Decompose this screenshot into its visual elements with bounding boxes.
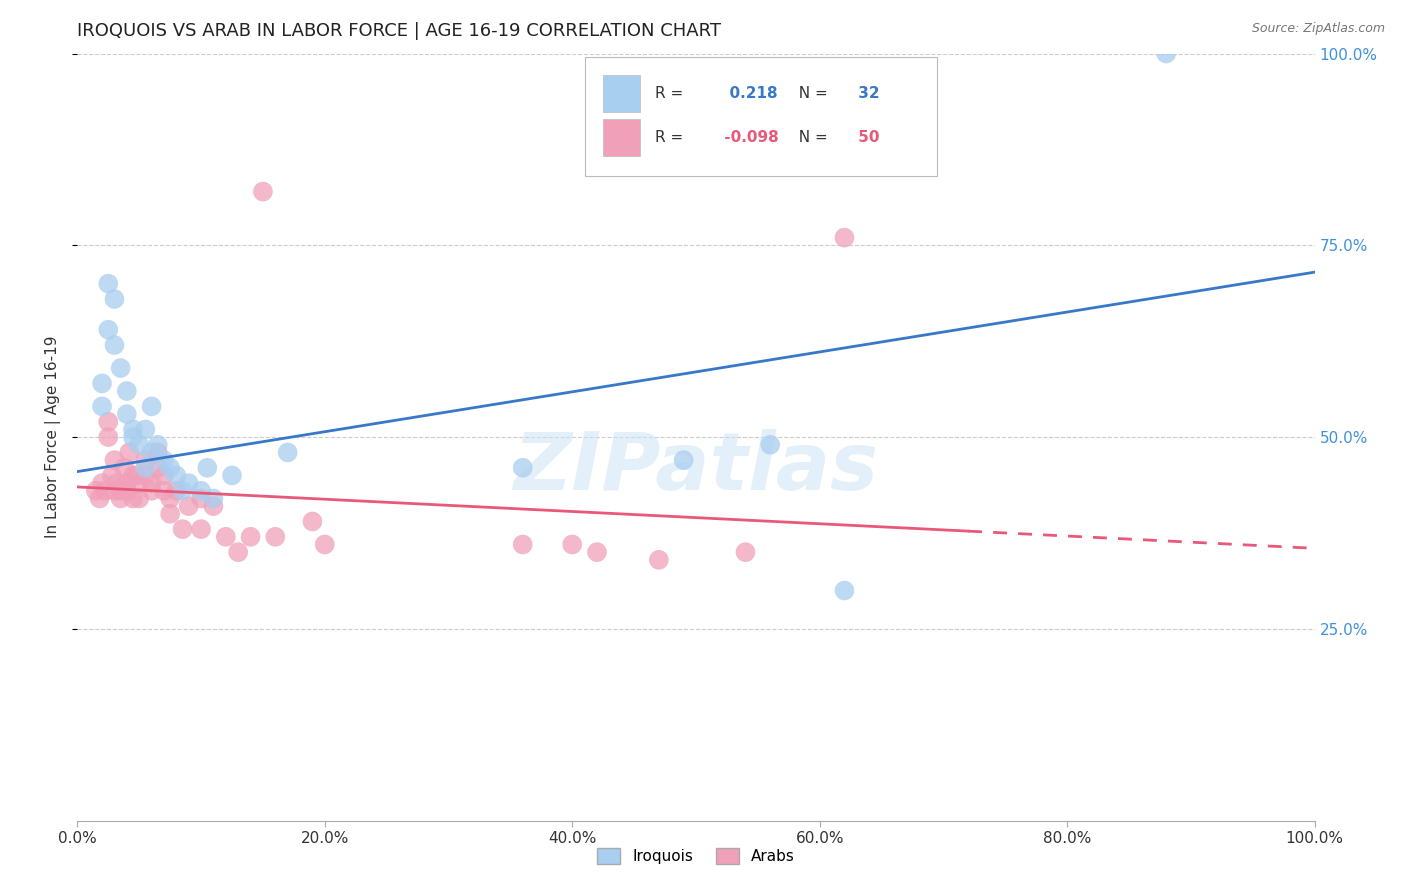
Point [301, 515, 323, 529]
FancyBboxPatch shape [603, 120, 640, 156]
Point [834, 583, 856, 598]
Point [84, 483, 107, 498]
Point [91, 400, 114, 414]
Point [97, 415, 120, 429]
Point [141, 483, 163, 498]
Point [134, 460, 156, 475]
Point [115, 384, 138, 398]
Point [146, 445, 169, 459]
Text: ZIPatlas: ZIPatlas [513, 429, 879, 507]
Point [110, 483, 132, 498]
Text: R =: R = [655, 86, 683, 101]
Point [153, 483, 176, 498]
Point [648, 553, 671, 567]
Point [122, 430, 145, 444]
Point [91, 476, 114, 491]
Point [1154, 46, 1177, 61]
Text: IROQUOIS VS ARAB IN LABOR FORCE | AGE 16-19 CORRELATION CHART: IROQUOIS VS ARAB IN LABOR FORCE | AGE 16… [77, 22, 721, 40]
Point [115, 476, 138, 491]
Point [221, 468, 243, 483]
Point [105, 476, 128, 491]
Point [264, 530, 287, 544]
Point [190, 483, 212, 498]
Text: 0.218: 0.218 [720, 86, 778, 101]
Point [512, 537, 534, 551]
Point [97, 323, 120, 337]
Point [103, 483, 125, 498]
Point [89, 491, 111, 506]
Point [177, 476, 200, 491]
Point [103, 338, 125, 352]
Point [239, 530, 262, 544]
Point [97, 430, 120, 444]
Point [277, 445, 299, 459]
Text: N =: N = [789, 130, 828, 145]
Point [195, 460, 218, 475]
Point [97, 277, 120, 291]
Point [190, 491, 212, 506]
Point [153, 468, 176, 483]
Point [103, 453, 125, 467]
Point [141, 400, 163, 414]
Point [159, 460, 181, 475]
Point [146, 438, 169, 452]
Text: 32: 32 [853, 86, 880, 101]
Point [252, 185, 274, 199]
Point [734, 545, 756, 559]
Point [115, 407, 138, 421]
Text: R =: R = [655, 130, 683, 145]
Legend: Iroquois, Arabs: Iroquois, Arabs [591, 842, 801, 871]
Point [512, 460, 534, 475]
Point [134, 468, 156, 483]
Point [561, 537, 583, 551]
Point [115, 483, 138, 498]
Y-axis label: In Labor Force | Age 16-19: In Labor Force | Age 16-19 [45, 335, 62, 539]
Point [128, 438, 150, 452]
Point [134, 453, 156, 467]
Point [122, 422, 145, 436]
Point [110, 491, 132, 506]
FancyBboxPatch shape [585, 57, 938, 177]
Point [834, 230, 856, 244]
Point [128, 476, 150, 491]
Point [172, 522, 194, 536]
Point [586, 545, 609, 559]
Point [202, 491, 225, 506]
Point [159, 491, 181, 506]
Point [103, 292, 125, 306]
Point [146, 460, 169, 475]
Point [141, 476, 163, 491]
Text: Source: ZipAtlas.com: Source: ZipAtlas.com [1251, 22, 1385, 36]
Point [177, 499, 200, 513]
Point [165, 483, 187, 498]
Point [128, 491, 150, 506]
Point [122, 491, 145, 506]
Point [101, 468, 124, 483]
Point [759, 438, 782, 452]
Text: N =: N = [789, 86, 828, 101]
Point [314, 537, 336, 551]
Point [165, 468, 187, 483]
Point [110, 361, 132, 376]
FancyBboxPatch shape [603, 75, 640, 112]
Point [190, 522, 212, 536]
Text: -0.098: -0.098 [720, 130, 779, 145]
Point [122, 468, 145, 483]
Point [153, 453, 176, 467]
Point [141, 445, 163, 459]
Point [134, 422, 156, 436]
Point [125, 468, 148, 483]
Point [202, 499, 225, 513]
Point [215, 530, 238, 544]
Point [172, 483, 194, 498]
Point [118, 445, 141, 459]
Point [159, 507, 181, 521]
Point [112, 460, 135, 475]
Point [91, 376, 114, 391]
Point [226, 545, 249, 559]
Point [672, 453, 695, 467]
Point [93, 483, 115, 498]
Text: 50: 50 [853, 130, 880, 145]
